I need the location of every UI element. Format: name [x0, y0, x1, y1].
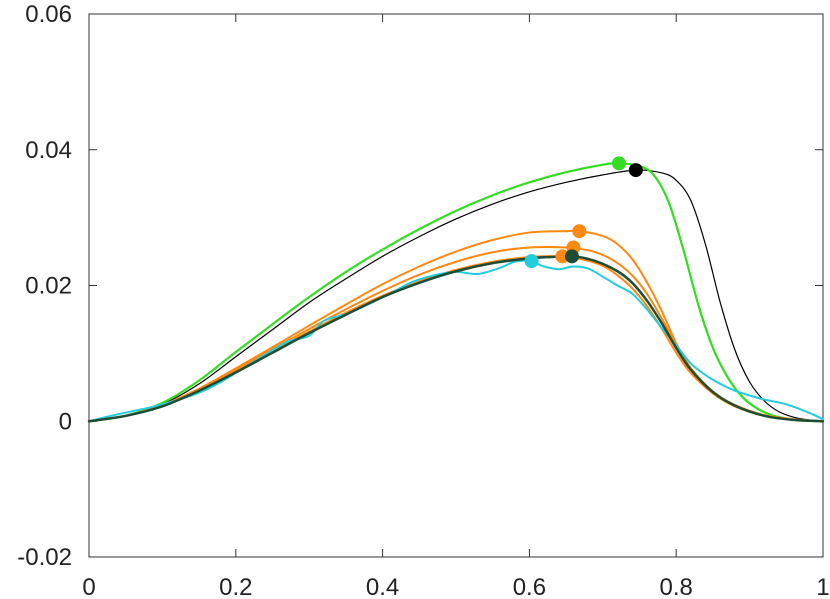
x-tick-label: 0.6	[513, 574, 546, 599]
y-tick-label: 0.06	[25, 1, 72, 28]
axes-frame	[88, 13, 824, 558]
y-tick-label: 0.04	[25, 137, 72, 164]
series-3-peak-marker	[572, 224, 587, 239]
series-2-peak-marker	[611, 156, 626, 171]
x-tick-label: 0.2	[219, 574, 252, 599]
x-tick-label: 0.4	[366, 574, 399, 599]
x-tick-label: 1	[816, 574, 829, 599]
marker-layer	[524, 156, 643, 269]
series-line-6	[88, 259, 824, 423]
series-line-1	[88, 169, 824, 422]
series-line-7	[87, 254, 825, 423]
axis-ticks	[88, 13, 824, 558]
tick-labels: 0 0.2 0.4 0.6 0.8 1 -0.02 0 0.02 0.04 0.06	[17, 1, 829, 599]
plot-area	[88, 13, 824, 558]
y-tick-label: 0	[59, 408, 72, 435]
series-line-5	[88, 255, 824, 423]
x-tick-label: 0	[82, 574, 95, 599]
x-tick-label: 0.8	[660, 574, 693, 599]
series-7-peak-marker	[564, 249, 579, 264]
series-1-peak-marker	[628, 163, 643, 178]
series-6-peak-marker	[524, 254, 539, 269]
y-tick-label: -0.02	[17, 544, 72, 571]
series-layer	[87, 162, 825, 423]
y-tick-label: 0.02	[25, 273, 72, 300]
series-line-2	[87, 162, 825, 423]
